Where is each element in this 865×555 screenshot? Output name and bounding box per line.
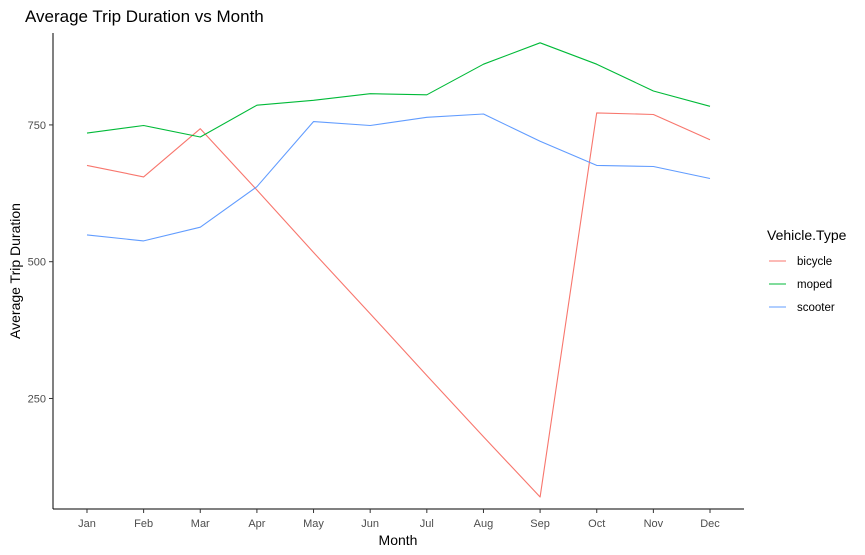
x-tick-label: Nov — [644, 518, 664, 530]
x-tick-label: Feb — [134, 518, 153, 530]
x-tick-label: Jul — [420, 518, 434, 530]
x-axis-ticks: Jan Feb Mar Apr May Jun Jul Aug Sep Oct Nov Dec — [78, 509, 720, 530]
y-axis-ticks: 250 500 750 — [28, 120, 53, 405]
x-tick-label: Jun — [361, 518, 379, 530]
series-line-scooter — [86, 113, 711, 242]
x-tick-label: Dec — [700, 518, 720, 530]
series-lines — [86, 42, 711, 498]
x-tick-label: Oct — [588, 518, 605, 530]
legend-label-moped: moped — [797, 279, 832, 291]
legend-title: Vehicle.Type — [767, 227, 847, 243]
x-tick-label: May — [303, 518, 324, 530]
x-tick-label: Jan — [78, 518, 96, 530]
y-tick-label: 500 — [28, 257, 46, 269]
x-tick-label: Sep — [530, 518, 550, 530]
y-tick-label: 250 — [28, 393, 46, 405]
legend-label-scooter: scooter — [797, 302, 835, 314]
series-line-moped — [86, 42, 711, 138]
y-tick-label: 750 — [28, 120, 46, 132]
x-tick-label: Mar — [191, 518, 210, 530]
legend: Vehicle.Type bicycle moped scooter — [767, 227, 847, 314]
x-tick-label: Aug — [474, 518, 494, 530]
legend-label-bicycle: bicycle — [797, 256, 832, 268]
x-tick-label: Apr — [248, 518, 265, 530]
chart-title: Average Trip Duration vs Month — [25, 7, 264, 26]
x-axis-title: Month — [379, 532, 418, 548]
y-axis-title: Average Trip Duration — [7, 203, 23, 339]
series-line-bicycle — [86, 112, 711, 498]
